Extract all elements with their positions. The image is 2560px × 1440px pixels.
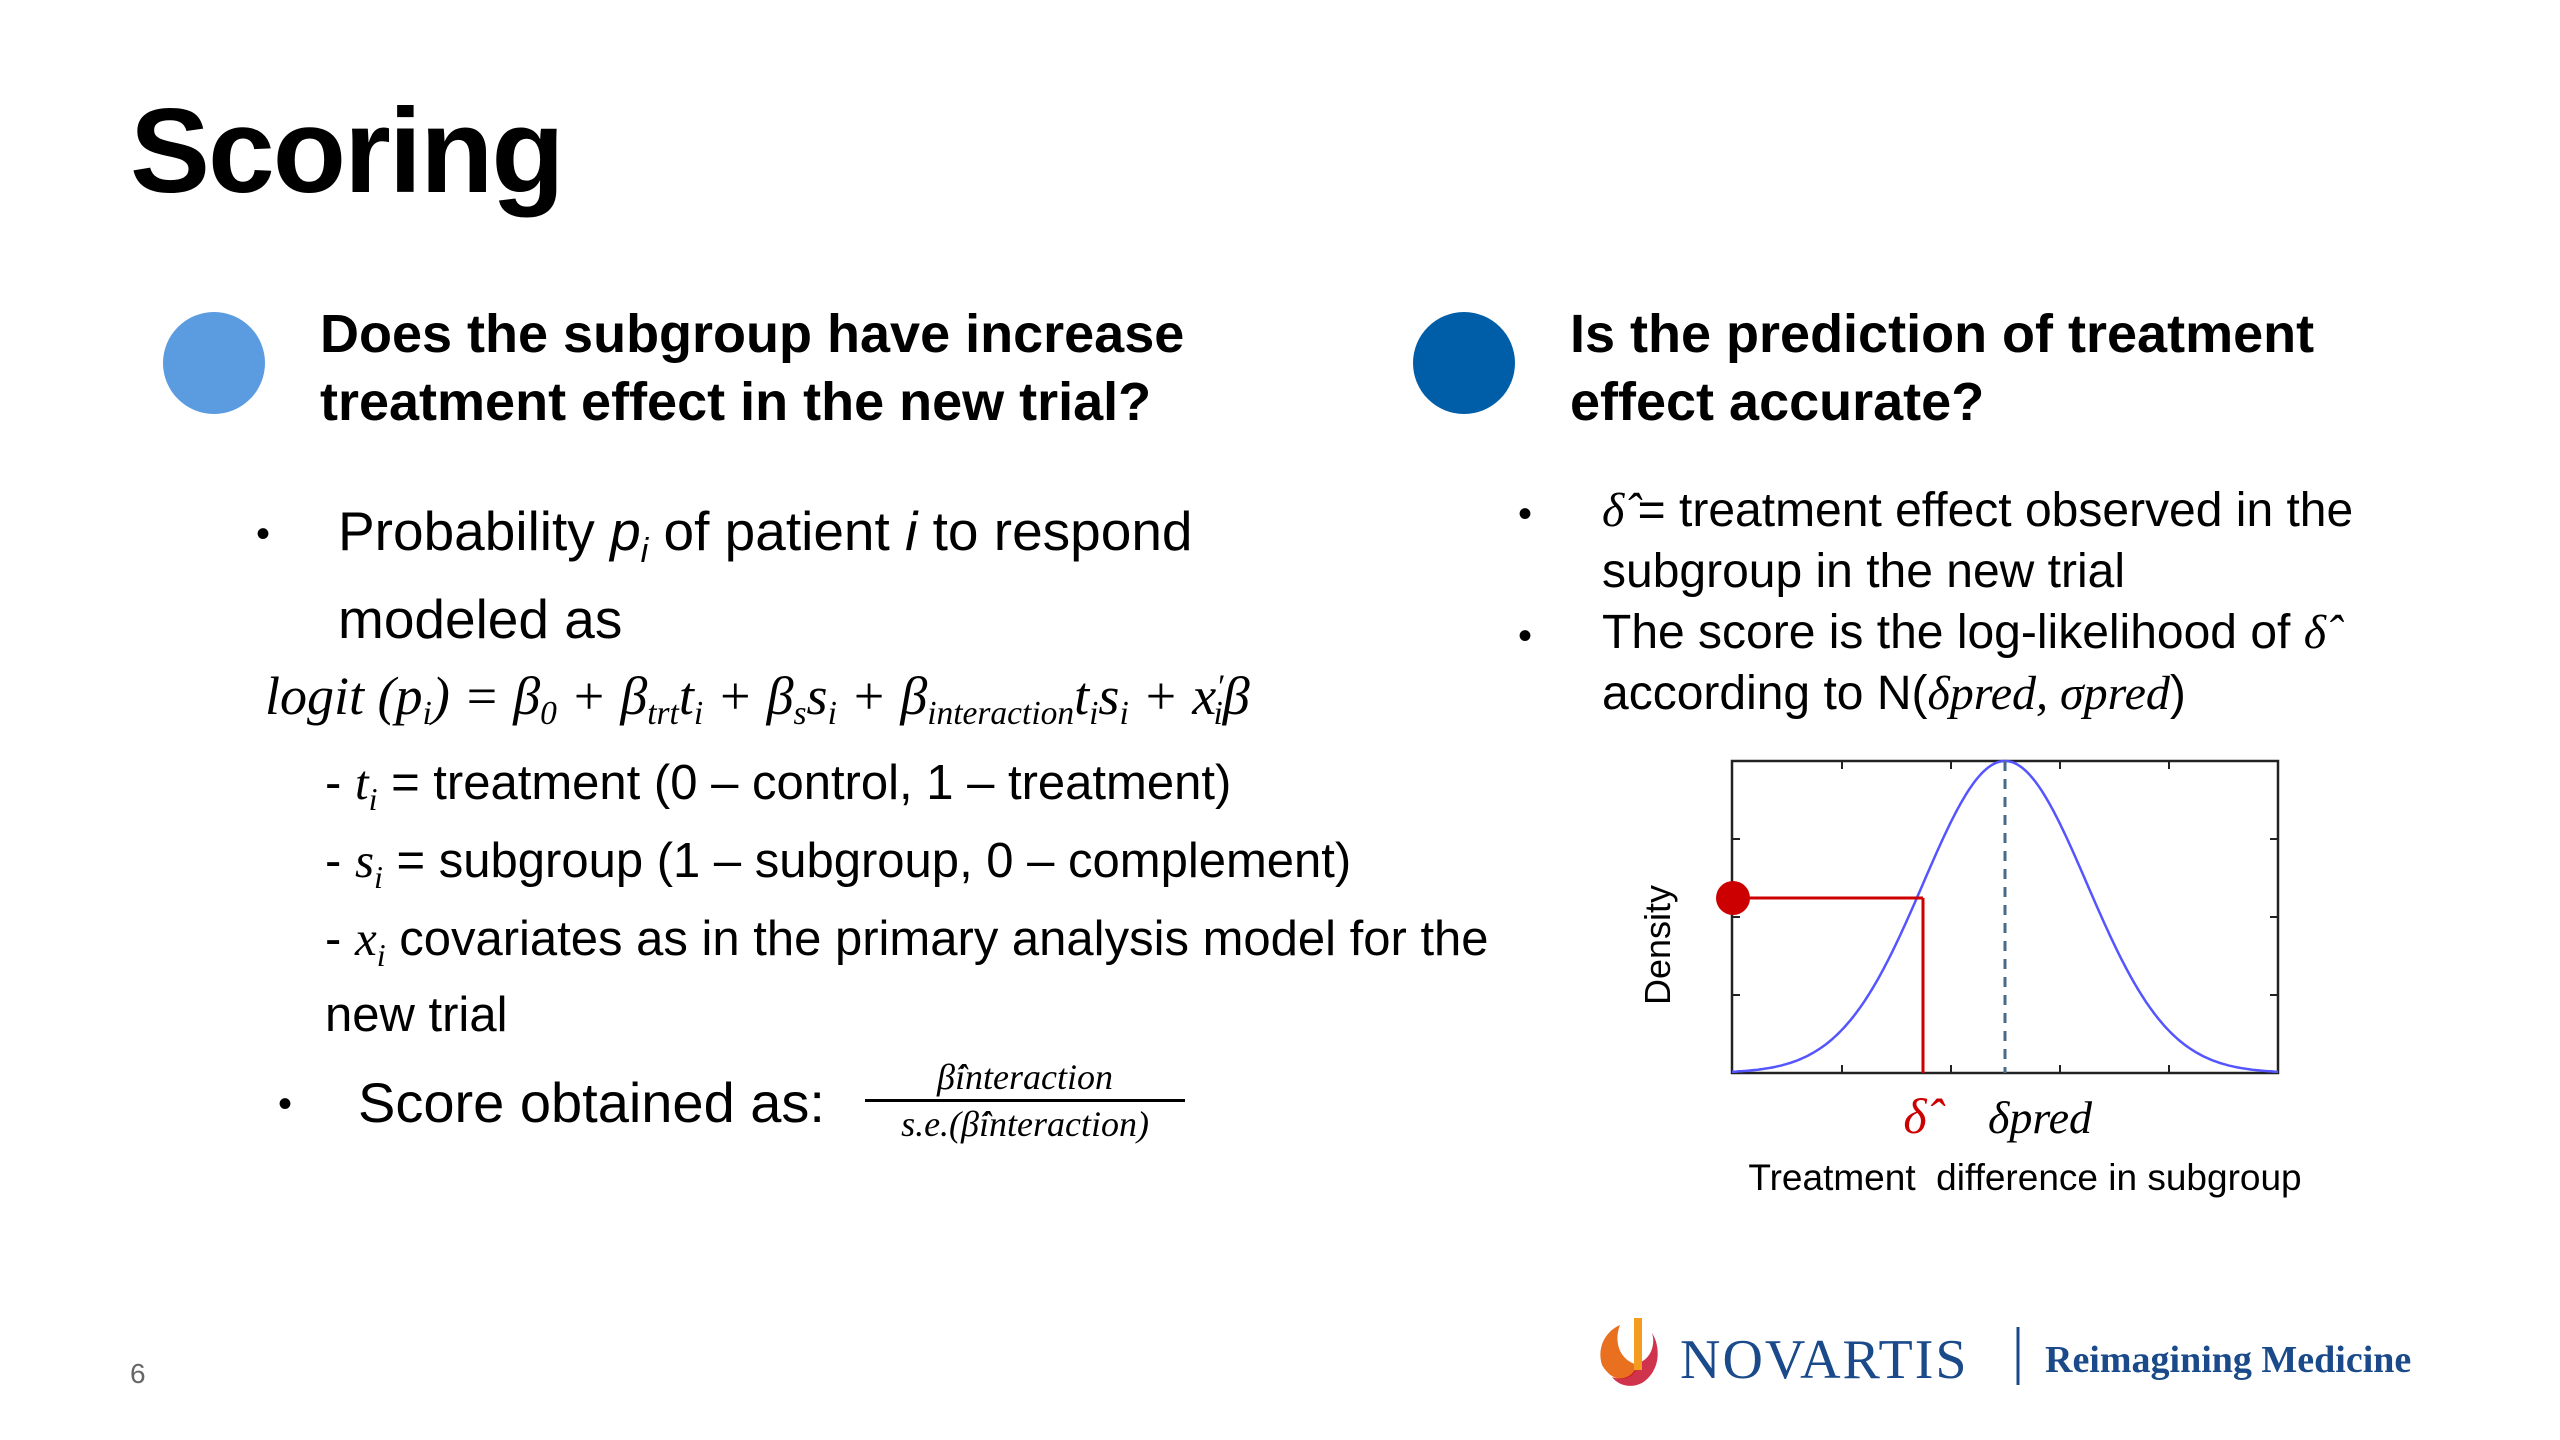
page-title: Scoring [130, 84, 565, 218]
bullet-marker: • [1518, 614, 1533, 658]
score-fraction: β̂interaction s.e.(β̂interaction) [865, 1055, 1185, 1146]
bullet-marker: • [256, 512, 271, 556]
right-section-dot [1413, 312, 1515, 414]
bullet-marker: • [1518, 492, 1533, 536]
score-label: Score obtained as: [358, 1071, 825, 1134]
definition-treatment: - ti = treatment (0 – control, 1 – treat… [325, 755, 1232, 817]
logit-formula: logit (pi) = β0 + βtrtti + βssi + βinter… [265, 666, 1250, 733]
axis-ticks [1732, 761, 2278, 1073]
density-marker [1716, 881, 1750, 915]
x-axis-label: Treatment difference in subgroup [1748, 1157, 2301, 1198]
delta-hat-label: δ̂ [1903, 1088, 1945, 1144]
fraction-numerator: β̂interaction [937, 1057, 1113, 1097]
probability-bullet: Probability pi of patient i to respond m… [338, 500, 1193, 650]
definition-subgroup: - si = subgroup (1 – subgroup, 0 – compl… [325, 832, 1352, 895]
brand-name: NOVARTIS [1680, 1329, 1969, 1391]
delta-hat-definition: δ̂ = treatment effect observed in the su… [1602, 484, 2354, 598]
left-section-dot [163, 312, 265, 414]
density-chart: Density δ̂ δpred Treatment difference in… [1637, 759, 2302, 1198]
delta-pred-label: δpred [1988, 1092, 2093, 1143]
right-question-heading: Is the prediction of treatment effect ac… [1570, 304, 2315, 432]
fraction-denominator: s.e.(β̂interaction) [865, 1099, 1185, 1146]
left-question-heading: Does the subgroup have increase treatmen… [320, 304, 1185, 432]
bullet-marker: • [278, 1082, 293, 1126]
tagline: Reimagining Medicine [2045, 1339, 2411, 1381]
definition-covariates: - xi covariates as in the primary analys… [325, 910, 1489, 1043]
density-curve [1731, 759, 2279, 1074]
plot-frame [1730, 759, 2280, 1075]
y-axis-label: Density [1637, 885, 1678, 1005]
score-definition: The score is the log-likelihood of δ̂ ac… [1602, 606, 2327, 720]
flame-icon [1600, 1318, 1658, 1386]
page-number: 6 [130, 1358, 146, 1389]
novartis-logo: NOVARTIS Reimagining Medicine [1600, 1318, 2411, 1391]
variable-definitions: - ti = treatment (0 – control, 1 – treat… [325, 752, 1495, 1046]
